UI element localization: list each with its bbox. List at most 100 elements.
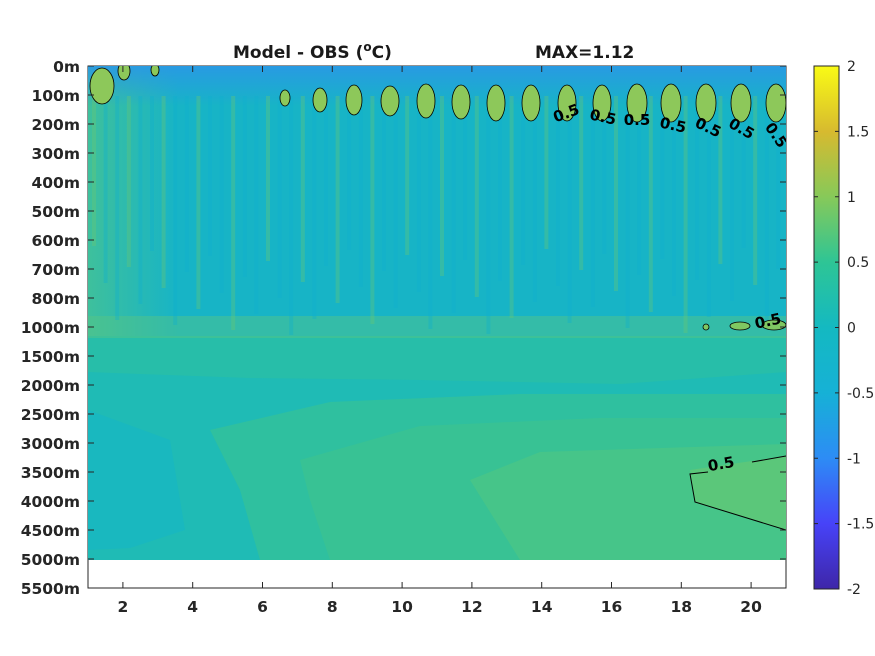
contour-blob [730,83,752,123]
contour-label: 0.5 [753,310,783,333]
y-tick-label: 2000m [21,377,80,395]
contour-blob [702,323,710,331]
contour-blob [117,66,131,81]
texture-streak [370,96,375,324]
texture-streak [115,96,120,320]
texture-streak [764,96,769,322]
texture-streak [637,96,642,275]
y-tick-label: 2500m [21,406,80,424]
contour-blob [312,87,328,113]
contour-blob [761,319,786,331]
texture-streak [695,96,700,280]
colorbar-tick-label: -0.5 [847,386,874,402]
contour-blob [557,84,577,122]
contour-line [751,455,786,463]
texture-streak [405,96,410,255]
colorbar-tick-label: 2 [847,59,856,75]
texture-streak [556,96,560,286]
no-data-region [89,560,785,587]
texture-streak [324,96,328,266]
colorbar-tick-label: 1 [847,190,856,206]
y-tick-label: 800m [31,290,80,308]
x-tick-label: 20 [740,598,762,616]
contour-blob [521,84,541,122]
texture-streak [660,96,665,259]
contour-blob [765,83,786,123]
colorbar [813,65,840,590]
x-tick-label: 4 [187,598,198,616]
y-tick-label: 3500m [21,464,80,482]
texture-streak [219,96,224,293]
colorbar-tick-label: 1.5 [847,124,869,140]
texture-streak [602,96,607,254]
texture-streak [428,96,433,329]
heatmap-field [88,66,786,560]
colorbar-ticks: 2 1.5 1 0.5 0 -0.5 -1 -1.5 -2 [814,59,874,598]
texture-streak [474,96,479,297]
x-tick-label: 10 [391,598,413,616]
x-tick-label: 14 [531,598,553,616]
contour-blob [626,83,648,123]
colorbar-tick-label: -1.5 [847,517,874,533]
y-tick-label: 1500m [21,348,80,366]
contour-label: 0.5 [588,106,618,129]
texture-streak [498,96,502,281]
texture-streak [532,96,537,302]
colorbar-tick-label: -2 [847,582,861,598]
texture-streak [184,96,189,272]
texture-streak [126,96,131,267]
y-tick-label: 1000m [21,319,80,337]
texture-streak [254,96,259,314]
texture-streak [208,96,212,256]
texture-streak [277,96,282,298]
svg-text:Model - OBS (oC): Model - OBS (oC) [233,40,392,63]
texture-streak [579,96,584,270]
texture-streak [312,96,317,319]
texture-streak [683,96,688,333]
texture-streak [625,96,630,328]
contour-label: 0.5 [624,111,651,129]
x-axis: 2 4 6 8 10 12 14 16 18 20 [118,66,762,616]
texture-streak [741,96,746,248]
x-tick-label: 18 [671,598,693,616]
texture-streak [463,96,468,260]
texture-streak [451,96,456,313]
colorbar-tick-label: 0 [847,321,856,337]
texture-streak [266,96,270,261]
texture-streak [509,96,514,318]
y-tick-label: 5500m [21,580,80,598]
x-tick-label: 6 [257,598,268,616]
texture-streak [753,96,758,285]
x-tick-label: 12 [461,598,483,616]
texture-streak [138,96,143,304]
contour-lines: 0.5 0.5 0.5 0.5 0.5 0.5 0.50.50.5 [89,66,786,531]
texture-streak [393,96,398,308]
texture-streak [544,96,549,249]
contour-blob [695,83,717,123]
texture-streak [173,96,178,325]
texture-streak [231,96,236,330]
contour-line [689,471,786,531]
contour-blob [279,89,291,107]
texture-streak [521,96,526,265]
chart-title: Model - OBS (oC) [233,40,392,63]
contour-blob [89,67,115,105]
y-axis: 0m 100m 200m 300m 400m 500m 600m 700m 800m 1000m 1… [21,58,786,598]
x-tick-label: 8 [327,598,338,616]
y-tick-label: 0m [53,58,80,76]
texture-streak [150,96,154,251]
texture-streak [289,96,294,335]
texture-streak [242,96,247,277]
texture-streak [335,96,340,303]
texture-streak [382,96,386,271]
contour-blob [729,321,751,331]
y-tick-label: 400m [31,174,80,192]
texture-streak [567,96,572,323]
texture-streak [718,96,723,264]
texture-streak [648,96,653,312]
contour-label: 0.5 [706,453,735,475]
texture-streak [486,96,491,334]
texture-streak [103,96,108,283]
texture-streak [614,96,618,291]
